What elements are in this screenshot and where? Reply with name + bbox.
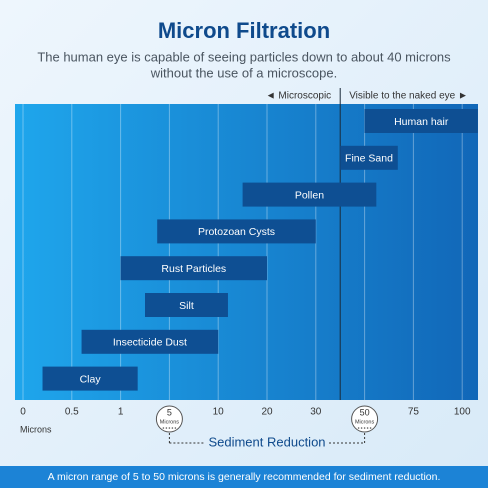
bar-label: Fine Sand <box>345 153 393 165</box>
bar-label: Clay <box>80 373 102 385</box>
x-tick-label: 100 <box>454 407 471 418</box>
x-tick-label: 5 <box>167 407 172 417</box>
tick-unit: Microns <box>355 419 375 425</box>
bar <box>364 109 478 133</box>
subtitle: without the use of a microscope. <box>150 65 337 80</box>
tick-unit: Microns <box>160 419 180 425</box>
footer-note: A micron range of 5 to 50 microns is gen… <box>48 471 441 483</box>
x-tick-label: 50 <box>360 407 370 417</box>
dot <box>162 427 165 429</box>
x-tick-label: 1 <box>118 407 124 418</box>
bar-label: Pollen <box>295 189 324 201</box>
dot <box>360 427 363 429</box>
dot <box>174 427 177 429</box>
bar <box>242 182 377 207</box>
bar-label: Insecticide Dust <box>113 337 187 349</box>
tick-badge <box>351 405 379 433</box>
bar <box>145 293 228 317</box>
bar <box>120 256 267 281</box>
x-axis-label: Microns <box>20 424 52 434</box>
bar <box>42 366 138 391</box>
bar-label: Protozoan Cysts <box>198 226 275 238</box>
footer-band <box>0 466 488 488</box>
x-tick-label: 75 <box>408 407 420 418</box>
bracket-label: Sediment Reduction <box>208 434 325 449</box>
threshold-right-label: Visible to the naked eye ► <box>349 91 468 102</box>
chart-title: Micron Filtration <box>158 18 330 43</box>
bar <box>157 219 316 244</box>
dot <box>168 427 171 429</box>
dot <box>171 427 174 429</box>
bar-label: Silt <box>179 300 194 312</box>
dot <box>366 427 369 429</box>
dot <box>369 427 372 429</box>
bar <box>340 145 398 170</box>
bar-label: Human hair <box>394 116 449 128</box>
x-tick-label: 20 <box>261 407 273 418</box>
plot-area <box>15 104 478 400</box>
dot <box>165 427 168 429</box>
bar-label: Rust Particles <box>161 263 226 275</box>
subtitle: The human eye is capable of seeing parti… <box>37 49 451 64</box>
tick-badge <box>155 405 183 433</box>
dot <box>363 427 366 429</box>
bar <box>81 329 219 354</box>
x-tick-label: 0.5 <box>65 407 79 418</box>
x-tick-label: 10 <box>213 407 225 418</box>
x-tick-label: 30 <box>310 407 322 418</box>
dot <box>357 427 360 429</box>
x-tick-label: 0 <box>20 407 26 418</box>
threshold-left-label: ◄ Microscopic <box>266 91 331 102</box>
